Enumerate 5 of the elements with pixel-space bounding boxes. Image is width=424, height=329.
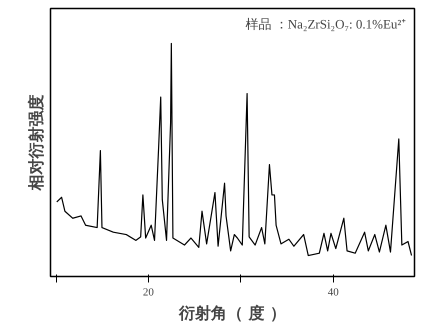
y-axis-title: 相对衍射强度 xyxy=(26,94,46,192)
x-tick-label: 20 xyxy=(142,286,154,298)
x-tick-label: 40 xyxy=(328,286,340,298)
x-axis-title: 衍射角（ 度 ） xyxy=(178,304,286,322)
text: 样品 ：Na₂ZrSi₂O₇: 0.1%Eu²⁺ xyxy=(246,16,406,32)
